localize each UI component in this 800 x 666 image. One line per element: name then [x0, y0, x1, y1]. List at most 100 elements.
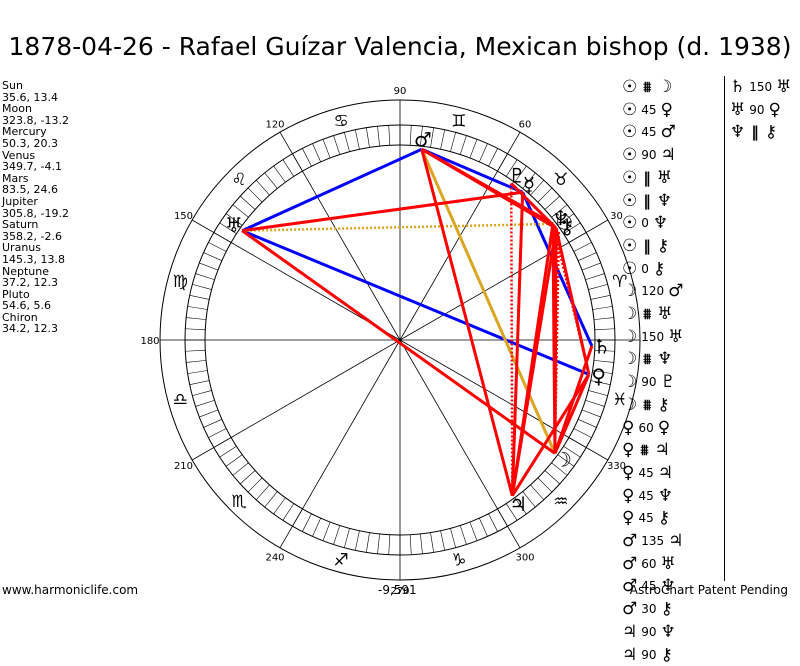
aspect-line — [510, 182, 558, 230]
planet-name: Neptune — [2, 264, 50, 278]
degree-tick — [450, 132, 456, 152]
degree-tick — [219, 222, 237, 235]
degree-tick — [530, 484, 545, 500]
degree-tick — [264, 172, 278, 189]
degree-tick — [440, 530, 445, 551]
aspect-planet-b: ♆ — [660, 621, 676, 642]
planet-glyph: ♂ — [414, 127, 432, 151]
planet-coords: 145.3, 13.8 — [2, 252, 65, 266]
aspect-planet-b: ♃ — [668, 531, 684, 551]
aspect-row: ☉ 45 ♀ — [622, 99, 673, 121]
degree-tick — [459, 525, 467, 545]
aspect-row: ♂ 30 ⚷ — [622, 598, 673, 620]
degree-tick — [225, 213, 243, 226]
aspect-type: ⩩ — [643, 305, 652, 323]
degree-tick — [469, 139, 478, 159]
aspect-line — [511, 192, 524, 496]
planet-name: Uranus — [2, 241, 41, 255]
planet-name: Sun — [2, 79, 23, 92]
degree-tick — [312, 518, 321, 537]
aspect-planet-a: ♂ — [622, 531, 638, 551]
planet-name: Pluto — [2, 287, 30, 301]
planet-glyph: ♇ — [508, 163, 526, 187]
aspect-row: ♂ 135 ♃ — [622, 530, 683, 552]
degree-tick — [573, 242, 592, 252]
degree-tick — [430, 127, 434, 148]
planet-glyph: ♆ — [552, 206, 570, 230]
aspect-planet-a: ♂ — [622, 599, 638, 620]
aspect-planet-b: ♀ — [657, 417, 671, 438]
aspect-planet-b: ♅ — [656, 167, 672, 188]
aspect-planet-a: ☉ — [622, 190, 638, 211]
aspect-row: ☽ 90 ♇ — [622, 371, 676, 393]
degree-label: 240 — [265, 553, 284, 564]
aspect-row: ☉ ⩩ ☽ — [622, 76, 673, 98]
aspect-planet-b: ⚷ — [764, 122, 778, 143]
degree-tick — [247, 477, 263, 493]
planet-glyph: ♀ — [591, 364, 606, 388]
degree-tick — [388, 125, 391, 146]
chart-wheel: 90 60 30 120 150 180 210 240 270 300 330 ♈ ♉ ♊ ♋ ♌ ♍ ♎ ♏ ♐ ♑… — [140, 86, 641, 597]
aspect-planet-b: ♂ — [660, 122, 676, 143]
patent-note: AstroChart Patent Pending — [629, 583, 788, 597]
zodiac-sign-glyph: ♊ — [451, 111, 466, 131]
aspect-row: ☉ 90 ♃ — [622, 144, 676, 166]
degree-tick — [203, 419, 222, 428]
aspect-planet-b: ♇ — [660, 372, 676, 393]
sign-spoke — [399, 339, 521, 549]
degree-tick — [588, 284, 608, 290]
aspect-type: ‖ — [643, 168, 651, 187]
degree-tick — [273, 497, 286, 515]
degree-tick — [420, 126, 423, 147]
degree-tick — [344, 132, 350, 152]
degree-tick — [366, 127, 370, 148]
degree-tick — [186, 360, 207, 363]
planet-name: Moon — [2, 102, 32, 116]
aspect-planet-a: ♀ — [622, 485, 635, 506]
planet-glyph: ☿ — [523, 173, 535, 197]
degree-tick — [459, 135, 467, 155]
aspect-line — [551, 223, 557, 454]
aspect-planet-a: ☉ — [622, 235, 638, 256]
planet-name: Jupiter — [2, 194, 38, 208]
aspect-grid: ☉ ⩩ ☽ ☉ 45 ♀ ☉ 45 ♂ ☉ 90 ♃ ☉ ‖ ♅ ☉ ‖ ♆ ☉ 0 ♆ ☉ ‖ ⚷ ☉ 0 ⚷ ☽ 120 ♂ ☽ ⩩ ♅ ☽ 1… — [622, 76, 792, 665]
aspect-type: 150 — [641, 329, 665, 344]
degree-tick — [302, 148, 312, 167]
aspect-line — [421, 147, 524, 194]
aspect-planet-b: ☽ — [657, 77, 673, 97]
zodiac-sign-glyph: ♓ — [612, 390, 627, 410]
aspect-planet-b: ♆ — [660, 576, 676, 597]
aspect-planet-b: ⚷ — [657, 508, 671, 529]
aspect-planet-b: ♅ — [660, 553, 676, 574]
aspect-planet-b: ⚷ — [656, 235, 670, 256]
degree-tick — [312, 143, 321, 162]
degree-tick — [199, 262, 219, 271]
aspect-row: ♂ 45 ♆ — [622, 575, 676, 597]
degree-tick — [208, 428, 227, 438]
aspect-type: ⩩ — [643, 350, 652, 369]
degree-tick — [585, 273, 605, 281]
aspect-planet-a: ♆ — [730, 122, 746, 143]
aspect-type: 0 — [641, 261, 649, 276]
site-link[interactable]: www.harmoniclife.com — [2, 583, 139, 597]
degree-tick — [594, 349, 615, 352]
aspect-type: ⩩ — [640, 441, 649, 460]
degree-tick — [255, 484, 270, 500]
aspect-planet-b: ♅ — [657, 304, 673, 324]
aspect-row: ☽ 120 ♂ — [622, 280, 683, 302]
degree-tick — [479, 143, 488, 162]
degree-tick — [377, 126, 380, 147]
degree-tick — [195, 399, 215, 407]
zodiac-sign-glyph: ♐ — [333, 551, 348, 571]
zodiac-sign-glyph: ♈ — [612, 272, 627, 292]
degree-tick — [355, 129, 360, 150]
aspect-row: ♂ 60 ♅ — [622, 553, 676, 575]
aspect-line — [241, 147, 423, 233]
aspect-planet-a: ♃ — [622, 621, 638, 642]
planet-coords: 358.2, -2.6 — [2, 229, 62, 243]
aspect-row: ☉ 0 ♆ — [622, 212, 668, 234]
degree-tick — [578, 252, 597, 261]
planet-name: Venus — [2, 148, 36, 162]
degree-tick — [557, 454, 575, 467]
planet-glyph: ⚷ — [560, 214, 575, 238]
